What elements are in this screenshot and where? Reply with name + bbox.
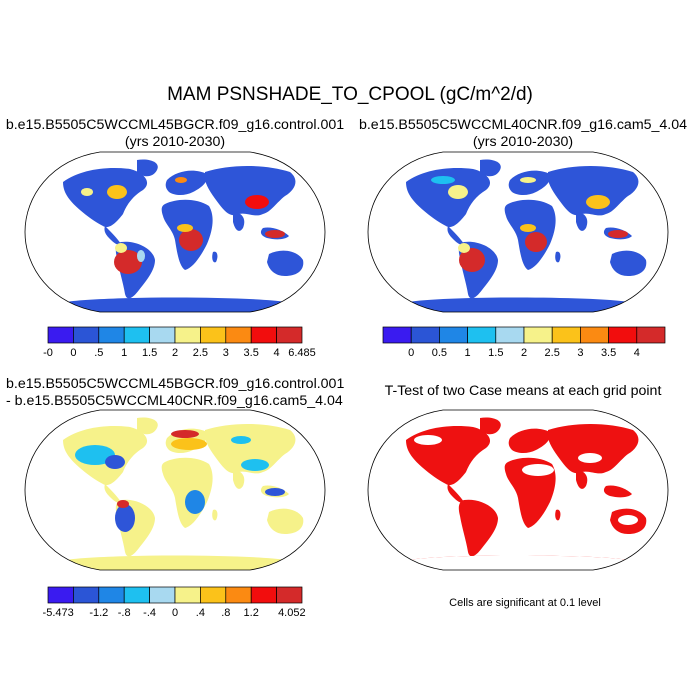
colorbar-swatch <box>467 326 497 344</box>
colorbar-tick-label: .4 <box>196 607 205 619</box>
colorbar-tick-label: 0.5 <box>432 347 447 359</box>
colorbar-tick-label: 2.5 <box>545 347 560 359</box>
panel-bl-title-line2: - b.e15.B5505C5WCCML40CNR.f09_g16.cam5_4… <box>6 393 343 409</box>
colorbar-tick-label: 3 <box>223 347 229 359</box>
colorbar-swatch <box>200 326 227 344</box>
colorbar-tick-label: -.8 <box>118 607 131 619</box>
colorbar-swatch <box>47 586 74 604</box>
colorbar-swatch <box>410 326 440 344</box>
colorbar-swatch <box>580 326 609 344</box>
colorbar-tick-label: .5 <box>94 347 103 359</box>
colorbar-swatch <box>174 326 201 344</box>
colorbar-swatch <box>276 586 303 604</box>
panel-tl-title-line2: (yrs 2010-2030) <box>124 134 226 150</box>
colorbar-tick-label: 2 <box>172 347 178 359</box>
colorbar-swatch <box>250 326 277 344</box>
colorbar-tick-label: 3.5 <box>244 347 259 359</box>
colorbar-tick-label: 0 <box>172 607 178 619</box>
colorbar-swatch <box>276 326 303 344</box>
colorbar-swatch <box>382 326 412 344</box>
colorbar-tick-label: -0 <box>43 347 53 359</box>
colorbar-tick-label: -5.473 <box>43 607 74 619</box>
colorbar-swatch <box>636 326 666 344</box>
colorbar-tick-label: 2.5 <box>193 347 208 359</box>
colorbar-swatch <box>200 586 227 604</box>
colorbar-top-right: 0 0.5 1 1.5 2 2.5 3 3.5 4 <box>382 326 666 359</box>
panel-tr-title: b.e15.B5505C5WCCML40CNR.f09_g16.cam5_4.0… <box>353 117 693 151</box>
colorbar-swatch <box>98 586 125 604</box>
colorbar-tick-label: 1 <box>465 347 471 359</box>
panel-bl-title: b.e15.B5505C5WCCML45BGCR.f09_g16.control… <box>6 376 344 410</box>
colorbar-tick-label: 2 <box>521 347 527 359</box>
panel-bl-title-line1: b.e15.B5505C5WCCML45BGCR.f09_g16.control… <box>6 376 345 392</box>
colorbar-swatch <box>149 586 176 604</box>
colorbar-tick-label: 4.052 <box>278 607 306 619</box>
colorbar-tick-label: 3.5 <box>601 347 616 359</box>
colorbar-swatch <box>123 326 150 344</box>
panel-tl-title: b.e15.B5505C5WCCML45BGCR.f09_g16.control… <box>5 117 345 151</box>
significance-note: Cells are significant at 0.1 level <box>449 597 601 609</box>
colorbar-bottom-left: -5.473 -1.2 -.8 -.4 0 .4 .8 1.2 4.052 <box>43 586 306 619</box>
colorbar-swatch <box>47 326 74 344</box>
colorbar-swatch <box>174 586 201 604</box>
colorbar-tick-label: 4 <box>274 347 280 359</box>
map-bottom-left <box>24 409 326 571</box>
colorbar-tick-label: 1.5 <box>142 347 157 359</box>
colorbar-swatch <box>73 326 100 344</box>
map-bottom-right <box>367 409 669 571</box>
colorbar-tick-label: 1 <box>121 347 127 359</box>
colorbar-swatch <box>73 586 100 604</box>
colorbar-swatch <box>439 326 468 344</box>
colorbar-swatch <box>98 326 125 344</box>
colorbar-tick-label: -.4 <box>143 607 156 619</box>
colorbar-swatch <box>225 326 252 344</box>
panel-tr-title-line2: (yrs 2010-2030) <box>472 134 574 150</box>
colorbar-swatch <box>551 326 581 344</box>
colorbar-swatch <box>123 586 150 604</box>
panel-tr-title-line1: b.e15.B5505C5WCCML40CNR.f09_g16.cam5_4.0… <box>358 117 688 133</box>
panel-br-title: T-Test of two Case means at each grid po… <box>384 383 662 399</box>
colorbar-tick-label: 1.5 <box>488 347 503 359</box>
colorbar-swatch <box>225 586 252 604</box>
colorbar-tick-label: -1.2 <box>89 607 108 619</box>
colorbar-top-left: -0 0 .5 1 1.5 2 2.5 3 3.5 4 6.485 <box>43 326 316 359</box>
colorbar-tick-label: 6.485 <box>288 347 316 359</box>
map-top-left <box>24 151 326 313</box>
colorbar-tick-label: 0 <box>70 347 76 359</box>
colorbar-swatch <box>495 326 525 344</box>
colorbar-swatch <box>523 326 553 344</box>
colorbar-swatch <box>250 586 277 604</box>
colorbar-swatch <box>149 326 176 344</box>
figure-title: MAM PSNSHADE_TO_CPOOL (gC/m^2/d) <box>167 84 533 105</box>
colorbar-swatch <box>608 326 638 344</box>
panel-tl-title-line1: b.e15.B5505C5WCCML45BGCR.f09_g16.control… <box>5 117 345 133</box>
colorbar-tick-label: .8 <box>221 607 230 619</box>
colorbar-tick-label: 4 <box>634 347 640 359</box>
colorbar-tick-label: 1.2 <box>244 607 259 619</box>
map-top-right <box>367 151 669 313</box>
colorbar-tick-label: 3 <box>577 347 583 359</box>
colorbar-tick-label: 0 <box>408 347 414 359</box>
